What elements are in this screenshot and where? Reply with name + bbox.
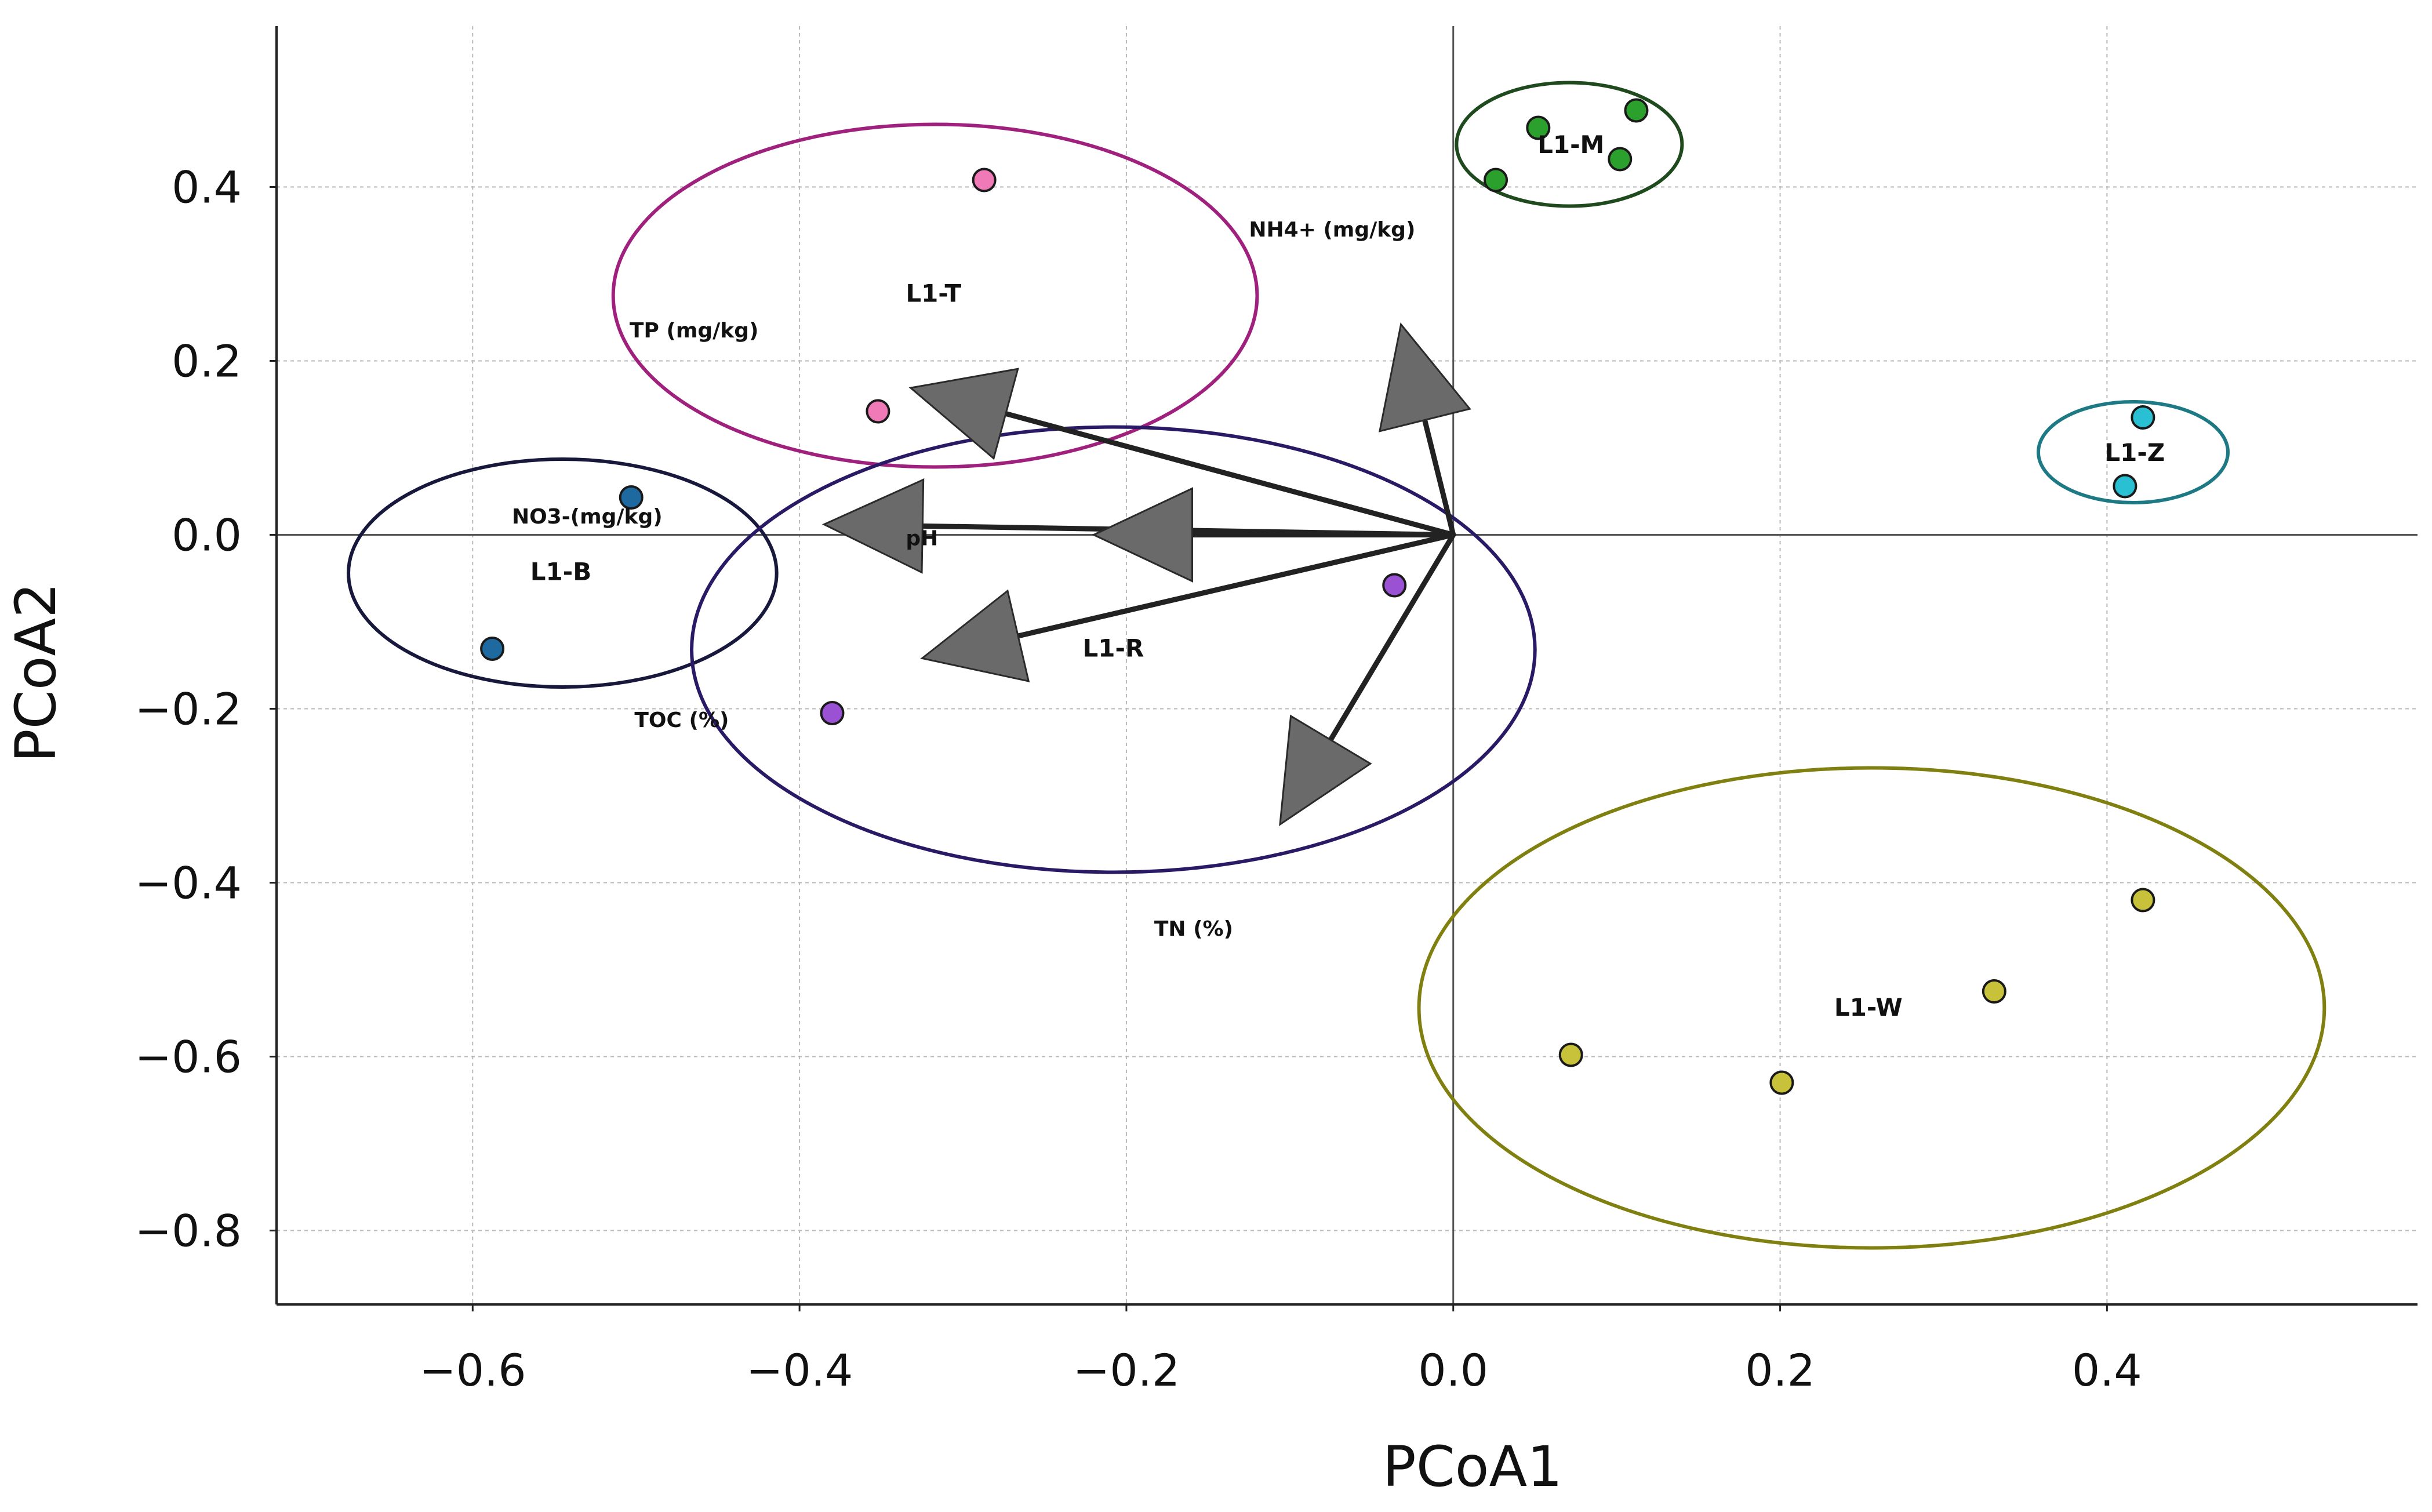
annotation-labels: L1-T L1-M L1-Z L1-B L1-R L1-W NH4+ (mg/kg) TP (… — [512, 130, 2165, 1022]
vector-ph — [1092, 487, 1456, 583]
vector-arrowhead — [908, 368, 1019, 460]
point-l1-b — [619, 485, 644, 510]
ellipse-l1-z — [2036, 400, 2230, 504]
point-l1-z — [2113, 474, 2137, 499]
group-label-l1-w: L1-W — [1834, 993, 1903, 1022]
vector-shaft — [1328, 532, 1456, 743]
group-label-l1-z: L1-Z — [2104, 438, 2165, 467]
point-l1-t — [866, 399, 890, 424]
vector-label-no3-mg-kg: NO3-(mg/kg) — [512, 505, 663, 529]
point-l1-w — [1558, 1042, 1583, 1067]
group-label-l1-b: L1-B — [530, 558, 591, 586]
point-l1-z — [2131, 405, 2155, 430]
vector-shaft — [1003, 410, 1456, 537]
vector-arrowhead — [1279, 714, 1372, 827]
vector-nh4-mg-kg — [1378, 322, 1471, 537]
y-tick-label: 0.2 — [172, 336, 242, 387]
y-tick-label: −0.8 — [134, 1205, 242, 1257]
vector-arrowhead — [1092, 487, 1194, 583]
x-tick-label: −0.6 — [419, 1344, 526, 1396]
vector-toc — [920, 532, 1456, 682]
y-tick-label: −0.2 — [134, 684, 242, 735]
vector-shaft — [1015, 532, 1456, 639]
point-l1-t — [972, 168, 997, 192]
ellipse-l1-r — [690, 425, 1537, 874]
point-l1-m — [1526, 115, 1551, 140]
vector-tp-mg-kg — [908, 368, 1456, 537]
vector-tn — [1279, 532, 1456, 827]
vector-label-ph: pH — [906, 527, 938, 551]
x-tick-label: 0.0 — [1418, 1344, 1488, 1396]
sample-points — [480, 98, 2155, 1095]
environmental-vectors — [821, 322, 1471, 827]
x-tick-label: −0.2 — [1073, 1344, 1180, 1396]
ellipse-l1-t — [611, 122, 1259, 469]
vector-label-nh4-mg-kg: NH4+ (mg/kg) — [1249, 218, 1415, 242]
group-label-l1-r: L1-R — [1082, 634, 1144, 663]
vector-label-toc: TOC (%) — [634, 708, 729, 732]
x-axis-title: PCoA1 — [1383, 1434, 1562, 1499]
point-l1-m — [1484, 168, 1508, 192]
axes: −0.6 −0.4 −0.2 0.0 0.2 0.4 0.4 0.2 0.0 −0.2 −0.4 −0… — [134, 26, 2418, 1396]
x-tick-label: 0.2 — [1745, 1344, 1815, 1396]
ellipse-l1-b — [347, 457, 779, 689]
y-tick-label: −0.6 — [134, 1031, 242, 1083]
y-axis-title: PCoA2 — [3, 583, 68, 762]
point-l1-w — [2131, 888, 2155, 913]
vector-label-tp-mg-kg: TP (mg/kg) — [630, 319, 759, 343]
vector-label-tn: TN (%) — [1154, 917, 1233, 941]
point-l1-m — [1608, 147, 1633, 172]
vector-shaft — [1422, 417, 1456, 537]
vector-arrowhead — [920, 589, 1030, 682]
y-tick-label: 0.0 — [172, 510, 242, 561]
group-label-l1-t: L1-T — [906, 279, 961, 308]
point-l1-r — [820, 701, 845, 725]
point-l1-r — [1382, 573, 1407, 598]
point-l1-w — [1982, 979, 2006, 1004]
x-tick-label: −0.4 — [746, 1344, 853, 1396]
group-label-l1-m: L1-M — [1537, 130, 1604, 159]
y-tick-label: −0.4 — [134, 857, 242, 909]
x-tick-label: 0.4 — [2072, 1344, 2142, 1396]
y-tick-label: 0.4 — [172, 162, 242, 213]
vector-arrowhead — [1378, 322, 1471, 432]
vector-arrowhead — [821, 478, 925, 574]
group-ellipses — [347, 81, 2326, 1250]
point-l1-m — [1624, 98, 1649, 123]
point-l1-w — [1769, 1070, 1794, 1095]
ellipse-l1-m — [1455, 81, 1684, 208]
ellipse-l1-w — [1417, 766, 2326, 1250]
point-l1-b — [480, 637, 505, 661]
